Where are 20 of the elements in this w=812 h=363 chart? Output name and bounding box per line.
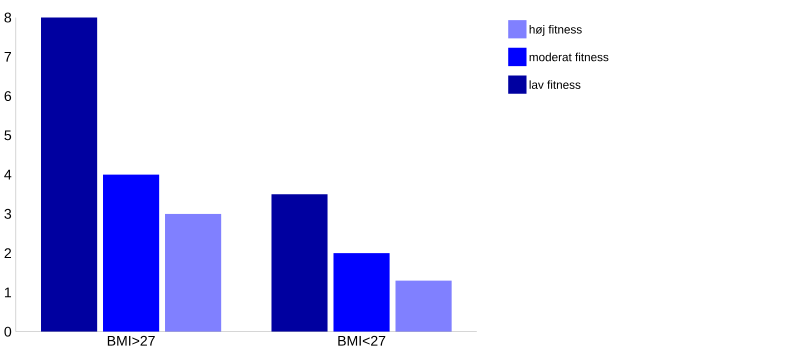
y-tick-label: 0 (4, 326, 12, 337)
x-tick-label: BMI<27 (338, 336, 386, 346)
y-tick-label: 3 (4, 208, 12, 219)
bar (333, 253, 390, 332)
y-tick-label: 1 (4, 287, 12, 298)
bar (395, 280, 452, 332)
y-tick-label: 7 (4, 52, 12, 62)
y-tick-label: 5 (4, 130, 12, 140)
legend-label: lav fitness (530, 80, 580, 89)
x-tick-label: BMI>27 (108, 336, 155, 346)
bar (103, 174, 160, 332)
bar (271, 194, 328, 332)
bar (165, 214, 222, 332)
y-tick-label: 6 (4, 90, 12, 101)
bar (41, 17, 98, 332)
legend-label: høj fitness (530, 24, 582, 36)
y-tick-label: 4 (4, 170, 12, 180)
y-tick-label: 8 (4, 12, 12, 22)
legend-label: moderat fitness (530, 52, 608, 62)
y-tick-label: 2 (4, 248, 12, 258)
